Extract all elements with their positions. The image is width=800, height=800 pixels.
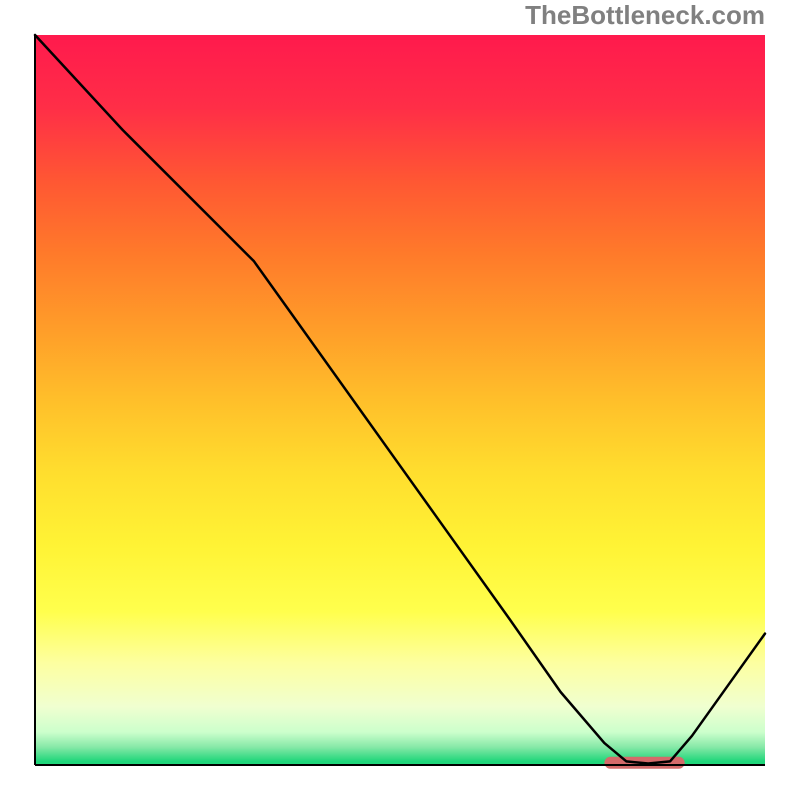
chart-container: TheBottleneck.com	[0, 0, 800, 800]
gradient-background	[35, 35, 765, 765]
watermark-text: TheBottleneck.com	[525, 0, 765, 31]
chart-svg	[0, 0, 800, 800]
